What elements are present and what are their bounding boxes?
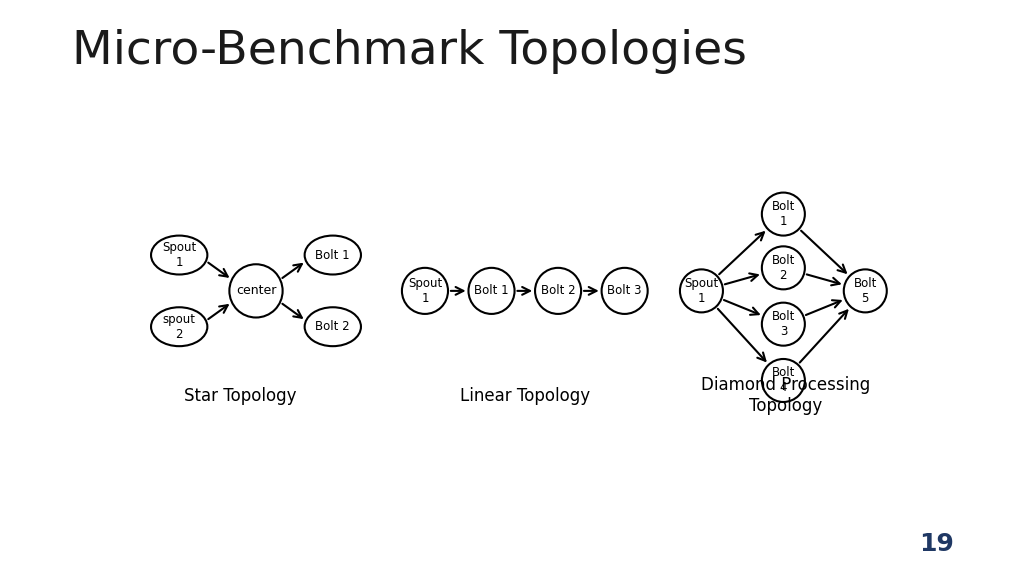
Text: Micro-Benchmark Topologies: Micro-Benchmark Topologies [72,29,746,74]
Circle shape [762,359,805,402]
Ellipse shape [152,307,207,346]
Text: Spout
1: Spout 1 [684,277,719,305]
Circle shape [762,302,805,346]
Text: Bolt 2: Bolt 2 [315,320,350,334]
Text: Spout
1: Spout 1 [408,277,442,305]
Text: Bolt 1: Bolt 1 [474,285,509,297]
Text: Bolt
5: Bolt 5 [854,277,877,305]
Text: Spout
1: Spout 1 [162,241,197,269]
Circle shape [844,270,887,312]
Text: Bolt
4: Bolt 4 [772,366,795,395]
Circle shape [401,268,449,314]
Text: Bolt
3: Bolt 3 [772,310,795,338]
Text: Linear Topology: Linear Topology [460,387,590,405]
Circle shape [229,264,283,317]
Text: Bolt
2: Bolt 2 [772,254,795,282]
Circle shape [762,247,805,289]
Text: Bolt 3: Bolt 3 [607,285,642,297]
Text: Bolt 1: Bolt 1 [315,248,350,262]
Circle shape [762,192,805,236]
Circle shape [680,270,723,312]
Circle shape [602,268,647,314]
Text: Diamond Processing
Topology: Diamond Processing Topology [701,377,870,415]
Ellipse shape [152,236,207,275]
Text: 19: 19 [920,532,954,556]
Text: Bolt
1: Bolt 1 [772,200,795,228]
Text: spout
2: spout 2 [163,313,196,341]
Text: Star Topology: Star Topology [184,387,297,405]
Ellipse shape [305,236,361,275]
Text: Bolt 2: Bolt 2 [541,285,575,297]
Circle shape [536,268,582,314]
Ellipse shape [305,307,361,346]
Text: center: center [236,285,276,297]
Circle shape [468,268,514,314]
